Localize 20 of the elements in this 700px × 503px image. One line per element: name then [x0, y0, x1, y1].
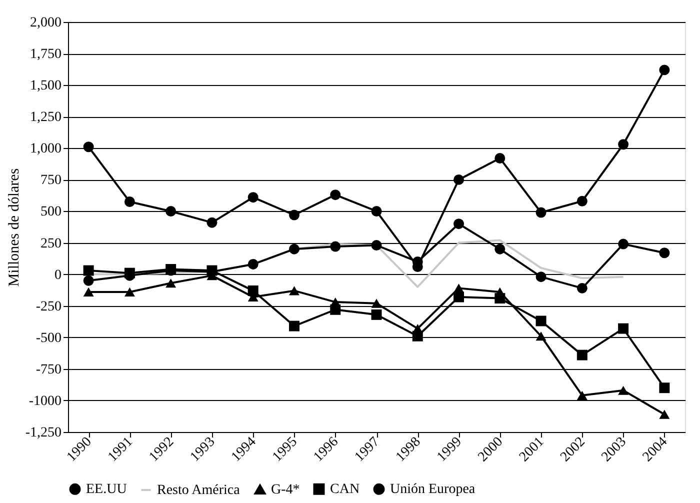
y-tick-label: -750 [36, 362, 62, 378]
y-axis-title: Millones de dólares [6, 168, 22, 287]
legend-label: Resto América [157, 483, 241, 498]
y-tick-label: 1,250 [30, 110, 62, 126]
y-tick-label: 500 [40, 204, 62, 220]
legend-label: G-4* [271, 482, 300, 498]
y-tick-label: -1000 [28, 394, 62, 409]
legend-label: EE.UU [86, 482, 127, 498]
y-tick-label: 1,750 [30, 47, 62, 62]
y-tick-label: -500 [36, 330, 62, 346]
legend-label: CAN [330, 482, 360, 498]
y-tick-label: 1,000 [30, 142, 62, 157]
y-tick-label: 750 [40, 173, 62, 188]
y-tick-label: -1,250 [25, 426, 62, 440]
y-tick-label: 0 [54, 268, 62, 283]
y-tick-label: 250 [40, 236, 62, 252]
y-tick-label: 1,500 [30, 78, 62, 94]
legend-label: Unión Europea [390, 482, 476, 498]
y-tick-label: 2,000 [30, 16, 62, 30]
y-tick-label: -250 [36, 299, 62, 314]
